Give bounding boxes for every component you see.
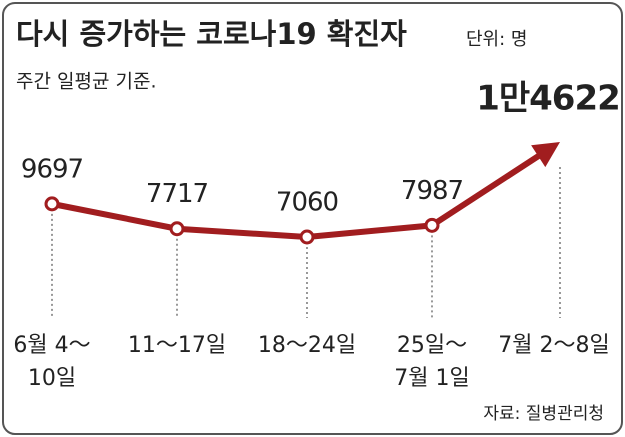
chart-title: 다시 증가하는 코로나19 확진자 bbox=[16, 17, 407, 51]
x-tick-label: 6월 4～ 10일 bbox=[13, 333, 90, 391]
point bbox=[424, 217, 440, 233]
arrow-head bbox=[531, 142, 560, 168]
point bbox=[299, 229, 315, 245]
value-label: 1만4622 bbox=[476, 79, 620, 119]
value-label: 7717 bbox=[146, 179, 208, 209]
value-label: 7060 bbox=[276, 188, 338, 218]
unit-label: 단위: 명 bbox=[466, 29, 527, 50]
point bbox=[169, 221, 185, 237]
subtitle: 주간 일평균 기준. bbox=[16, 71, 156, 93]
x-tick-label: 11～17일 bbox=[128, 333, 226, 358]
value-label: 7987 bbox=[401, 176, 463, 206]
value-label: 9697 bbox=[21, 154, 83, 184]
point bbox=[44, 196, 60, 212]
x-tick-label: 7월 2～8일 bbox=[498, 333, 609, 358]
x-tick-label: 18～24일 bbox=[258, 333, 356, 358]
x-tick-label: 25일～ 7월 1일 bbox=[394, 333, 469, 391]
source: 자료: 질병관리청 bbox=[483, 404, 604, 424]
